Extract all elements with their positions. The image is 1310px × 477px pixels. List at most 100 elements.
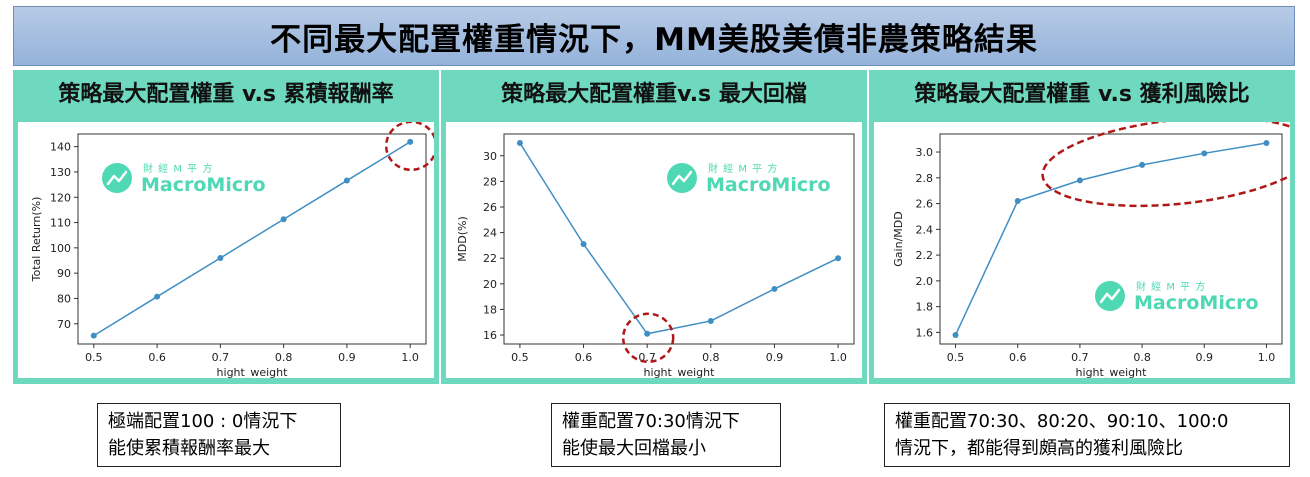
series-line xyxy=(954,142,1267,336)
highlight-ellipse xyxy=(1041,122,1290,208)
note-line: 能使最大回檔最小 xyxy=(562,438,706,459)
data-point xyxy=(835,255,842,262)
logo-trend-line xyxy=(1099,288,1121,304)
x-tick-label: 1.0 xyxy=(1258,351,1276,364)
y-tick-label: 22 xyxy=(483,252,497,265)
plot-frame xyxy=(939,133,1283,345)
y-tick-label: 18 xyxy=(483,303,497,316)
data-point xyxy=(771,285,778,292)
data-point xyxy=(1139,161,1146,168)
x-tick-label: 0.9 xyxy=(338,351,356,364)
logo-trend-line xyxy=(106,170,128,186)
note-line: 情況下，都能得到頗高的獲利風險比 xyxy=(895,438,1183,459)
page-title: 不同最大配置權重情況下，MM美股美債非農策略結果 xyxy=(270,21,1038,58)
watermark-brand: MacroMicro xyxy=(1134,292,1259,314)
data-point xyxy=(1263,140,1270,147)
x-tick-label: 0.9 xyxy=(766,351,784,364)
series-line xyxy=(519,142,839,335)
panel-title: 策略最大配置權重 v.s 獲利風險比 xyxy=(914,82,1250,107)
x-tick-label: 0.7 xyxy=(212,351,230,364)
y-tick-label: 2.0 xyxy=(916,275,934,288)
note-line: 極端配置100 : 0情況下 xyxy=(108,411,298,432)
x-tick-label: 0.8 xyxy=(275,351,293,364)
chart-area: 財 經 M 平 方 MacroMicro 0.5 0.6 0.7 0.8 0.9 1.0 70 8… xyxy=(18,122,434,378)
data-point xyxy=(644,330,651,337)
x-tick-label: 0.6 xyxy=(575,351,593,364)
note-line: 權重配置70:30、80:20、90:10、100:0 xyxy=(895,411,1229,432)
y-tick-label: 2.6 xyxy=(916,198,934,211)
data-point xyxy=(516,139,523,146)
y-tick-label: 1.6 xyxy=(916,326,934,339)
y-axis-label: Total Return(%) xyxy=(30,197,43,283)
panel-mdd: 策略最大配置權重v.s 最大回檔 財 經 M 平 方 MacroMicro 0.5 0… xyxy=(441,70,867,384)
y-tick-label: 80 xyxy=(57,292,71,305)
x-tick-label: 0.5 xyxy=(947,351,965,364)
y-tick-label: 2.8 xyxy=(916,172,934,185)
watermark-sub: 財 經 M 平 方 xyxy=(143,162,213,175)
note-line: 權重配置70:30情況下 xyxy=(562,411,740,432)
chart-area: 財 經 M 平 方 MacroMicro 0.5 0.6 0.7 0.8 0.9 1.0 1.6… xyxy=(874,122,1290,378)
y-tick-label: 2.2 xyxy=(916,249,934,262)
watermark-brand: MacroMicro xyxy=(141,174,266,196)
watermark-brand: MacroMicro xyxy=(706,174,831,196)
y-tick-label: 30 xyxy=(483,150,497,163)
data-point xyxy=(407,138,414,145)
x-axis-label: hight_weight xyxy=(217,366,289,378)
x-tick-label: 0.5 xyxy=(85,351,103,364)
note-box-mdd: 權重配置70:30情況下 能使最大回檔最小 xyxy=(551,403,781,467)
watermark-sub: 財 經 M 平 方 xyxy=(708,162,778,175)
y-tick-label: 140 xyxy=(50,141,71,154)
y-tick-label: 20 xyxy=(483,278,497,291)
y-tick-label: 70 xyxy=(57,318,71,331)
data-point xyxy=(280,216,287,223)
panel-total-return: 策略最大配置權重 v.s 累積報酬率 財 經 M 平 方 MacroMicro 0.… xyxy=(13,70,439,384)
data-point xyxy=(580,241,587,248)
header-banner: 不同最大配置權重情況下，MM美股美債非農策略結果 xyxy=(13,6,1295,66)
highlight-circle xyxy=(384,122,434,172)
chart-area: 財 經 M 平 方 MacroMicro 0.5 0.6 0.7 0.8 0.9 1.0 16 1… xyxy=(446,122,862,378)
y-tick-label: 26 xyxy=(483,201,497,214)
y-tick-label: 120 xyxy=(50,191,71,204)
highlight-circle xyxy=(621,312,675,364)
y-tick-label: 130 xyxy=(50,166,71,179)
note-line: 能使累積報酬率最大 xyxy=(108,438,270,459)
x-tick-label: 0.9 xyxy=(1196,351,1214,364)
x-tick-label: 0.8 xyxy=(1133,351,1151,364)
data-point xyxy=(217,254,224,261)
y-tick-label: 110 xyxy=(50,217,71,230)
x-tick-label: 1.0 xyxy=(401,351,419,364)
note-box-total-return: 極端配置100 : 0情況下 能使累積報酬率最大 xyxy=(97,403,341,467)
y-tick-label: 16 xyxy=(483,329,497,342)
x-tick-label: 0.6 xyxy=(1009,351,1027,364)
x-axis-label: hight_weight xyxy=(644,366,716,378)
data-point xyxy=(90,332,97,339)
x-tick-label: 0.7 xyxy=(1071,351,1089,364)
data-point xyxy=(952,331,959,338)
x-tick-label: 0.6 xyxy=(148,351,166,364)
y-tick-label: 3.0 xyxy=(916,146,934,159)
data-point xyxy=(1201,150,1208,157)
y-tick-label: 2.4 xyxy=(916,223,934,236)
y-tick-label: 24 xyxy=(483,227,497,240)
y-tick-label: 90 xyxy=(57,267,71,280)
data-point xyxy=(1014,197,1021,204)
panel-title: 策略最大配置權重 v.s 累積報酬率 xyxy=(58,82,394,107)
data-point xyxy=(343,177,350,184)
y-tick-label: 28 xyxy=(483,175,497,188)
plot-frame xyxy=(503,133,855,345)
x-tick-label: 0.5 xyxy=(511,351,528,364)
plot-frame xyxy=(77,133,427,345)
y-tick-label: 1.8 xyxy=(916,301,934,314)
panel-gain-mdd: 策略最大配置權重 v.s 獲利風險比 財 經 M 平 方 MacroMicro 0.… xyxy=(869,70,1295,384)
x-tick-label: 0.8 xyxy=(702,351,720,364)
note-box-gain-mdd: 權重配置70:30、80:20、90:10、100:0 情況下，都能得到頗高的獲… xyxy=(884,403,1290,467)
x-tick-label: 1.0 xyxy=(829,351,847,364)
logo-trend-line xyxy=(671,170,693,186)
data-point xyxy=(154,293,161,300)
